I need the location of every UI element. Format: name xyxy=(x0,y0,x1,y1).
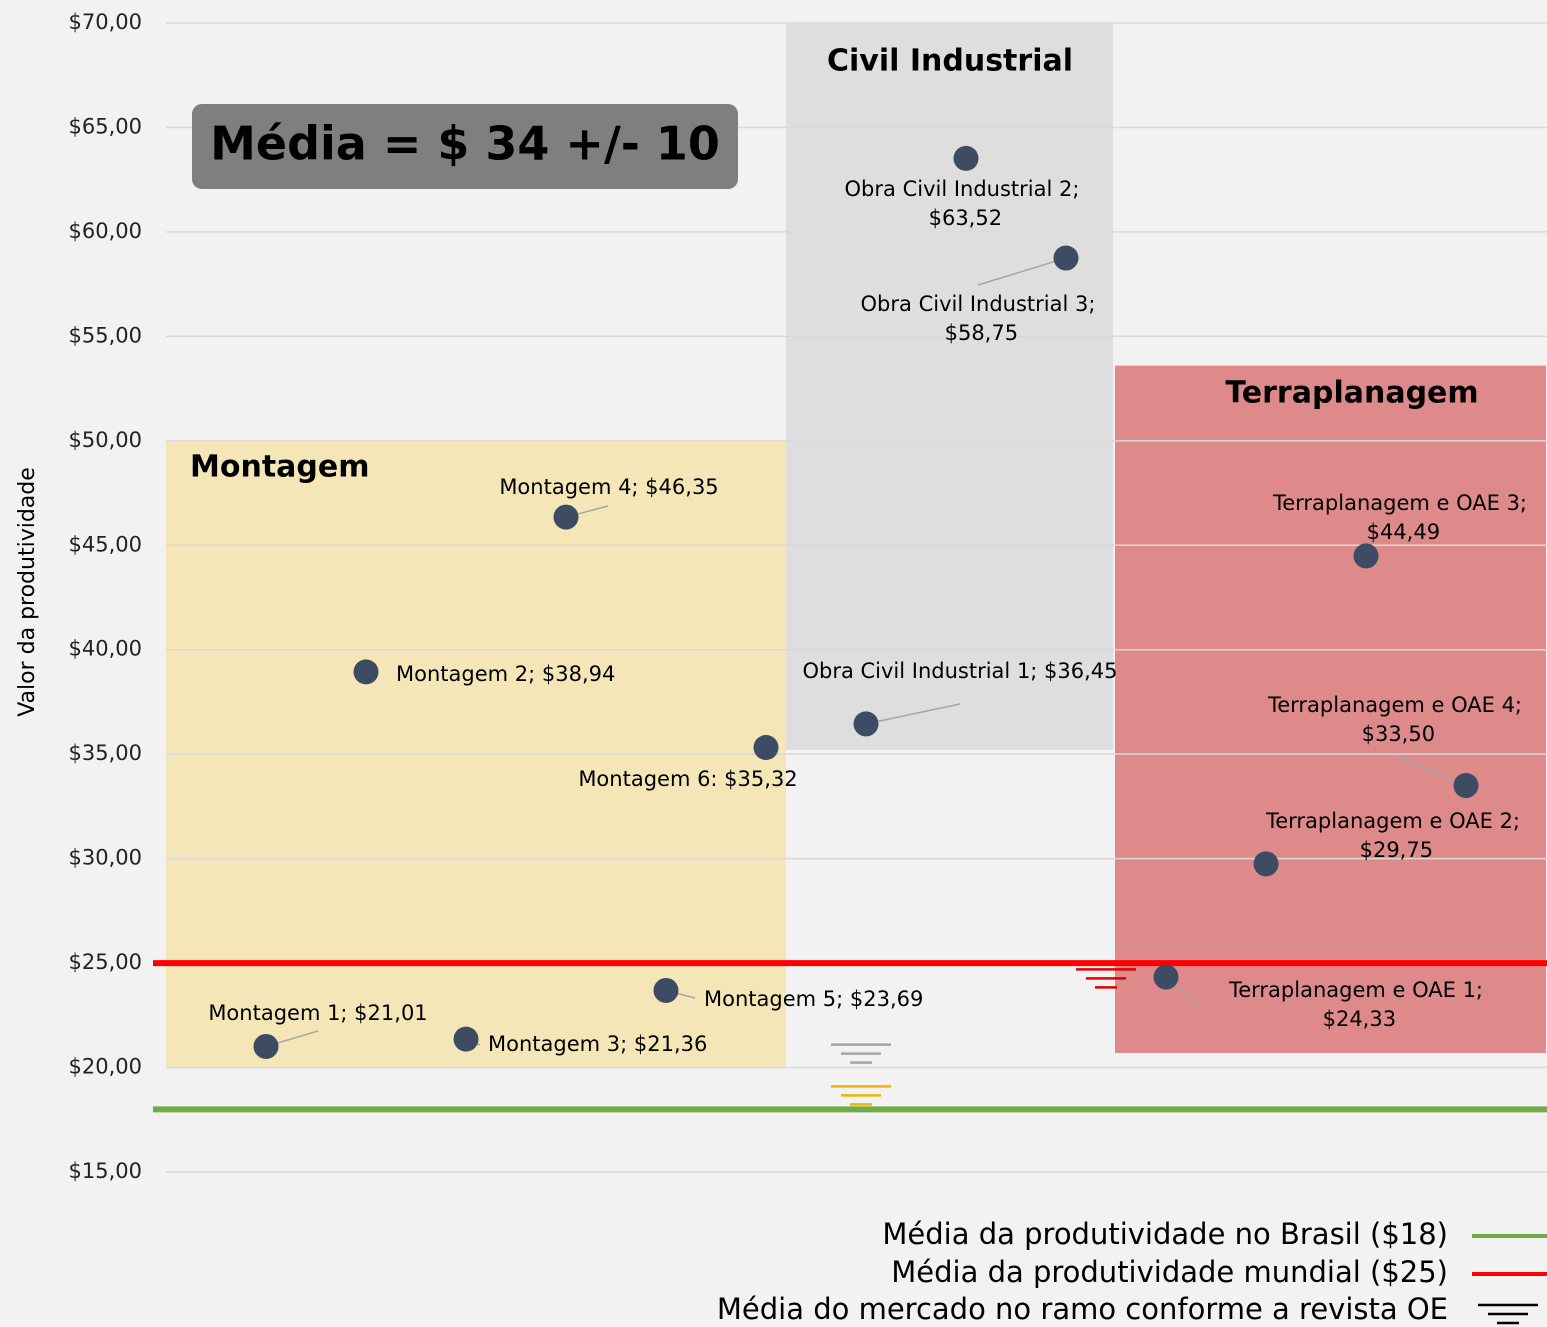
data-label: Montagem 2; $38,94 xyxy=(396,662,615,686)
market-marker xyxy=(1076,968,1136,989)
y-tick-label: $65,00 xyxy=(69,114,142,138)
y-axis-label: Valor da produtividade xyxy=(15,467,40,717)
leader-line xyxy=(865,703,961,725)
label-line: $24,33 xyxy=(1316,1007,1396,1031)
point xyxy=(953,145,979,171)
data-label: Montagem 6: $35,32 xyxy=(578,767,797,791)
y-tick-label: $30,00 xyxy=(69,846,142,870)
data-label: Montagem 1; $21,01 xyxy=(208,1001,427,1025)
point xyxy=(453,1026,479,1052)
data-label: Terraplanagem e OAE 2; $29,75 xyxy=(1265,809,1520,862)
label-line: Terraplanagem e OAE 2; xyxy=(1265,809,1520,833)
label-line: $29,75 xyxy=(1353,838,1433,862)
y-tick-label: $15,00 xyxy=(69,1159,142,1183)
point xyxy=(1053,245,1079,271)
label-line: Obra Civil Industrial 3; xyxy=(861,292,1096,316)
region-title: Montagem xyxy=(190,450,370,485)
legend-label: Média da produtividade no Brasil ($18) xyxy=(882,1217,1448,1251)
label-line: $58,75 xyxy=(938,321,1018,345)
data-label: Obra Civil Industrial 1; $36,45 xyxy=(802,659,1117,683)
point xyxy=(1253,851,1279,877)
legend-label: Média do mercado no ramo conforme a revi… xyxy=(717,1292,1448,1326)
label-line: $33,50 xyxy=(1355,722,1435,746)
region xyxy=(786,23,1113,751)
annotation-box xyxy=(192,104,738,189)
data-label: Montagem 4; $46,35 xyxy=(499,475,718,499)
data-label: Terraplanagem e OAE 4; $33,50 xyxy=(1267,693,1522,746)
point xyxy=(1353,543,1379,569)
data-label: Terraplanagem e OAE 1; $24,33 xyxy=(1228,978,1483,1031)
point xyxy=(753,734,779,760)
label-line: $44,49 xyxy=(1360,520,1440,544)
y-tick-label: $50,00 xyxy=(69,428,142,452)
point xyxy=(253,1033,279,1059)
point xyxy=(853,711,879,737)
point xyxy=(1153,964,1179,990)
legend-label: Média da produtividade mundial ($25) xyxy=(891,1255,1448,1289)
point xyxy=(1453,773,1479,799)
market-marker xyxy=(831,1043,891,1064)
y-tick-label: $40,00 xyxy=(69,637,142,661)
label-line: Terraplanagem e OAE 3; xyxy=(1272,491,1527,515)
label-line: $63,52 xyxy=(922,206,1002,230)
data-label: Montagem 3; $21,36 xyxy=(488,1032,707,1056)
legend-swatch xyxy=(1478,1303,1538,1325)
label-line: Terraplanagem e OAE 4; xyxy=(1267,693,1522,717)
data-label: Obra Civil Industrial 3; $58,75 xyxy=(861,292,1096,345)
data-label: Montagem 5; $23,69 xyxy=(704,987,923,1011)
y-tick-label: $35,00 xyxy=(69,741,142,765)
y-tick-label: $45,00 xyxy=(69,532,142,556)
region-title: Civil Industrial xyxy=(827,44,1073,79)
point xyxy=(653,977,679,1003)
point xyxy=(353,659,379,685)
region-title: Terraplanagem xyxy=(1225,376,1478,411)
data-label: Terraplanagem e OAE 3; $44,49 xyxy=(1272,491,1527,544)
leader-line xyxy=(977,257,1067,286)
y-tick-label: $70,00 xyxy=(69,10,142,34)
market-marker xyxy=(831,1085,891,1106)
y-tick-label: $25,00 xyxy=(69,950,142,974)
point xyxy=(553,504,579,530)
annotation: Média = $ 34 +/- 10 xyxy=(210,117,720,171)
label-line: Terraplanagem e OAE 1; xyxy=(1228,978,1483,1002)
data-label: Obra Civil Industrial 2; $63,52 xyxy=(845,177,1080,230)
y-tick-label: $55,00 xyxy=(69,323,142,347)
y-tick-label: $60,00 xyxy=(69,219,142,243)
label-line: Obra Civil Industrial 2; xyxy=(845,177,1080,201)
y-tick-label: $20,00 xyxy=(69,1055,142,1079)
region xyxy=(1115,365,1546,1053)
